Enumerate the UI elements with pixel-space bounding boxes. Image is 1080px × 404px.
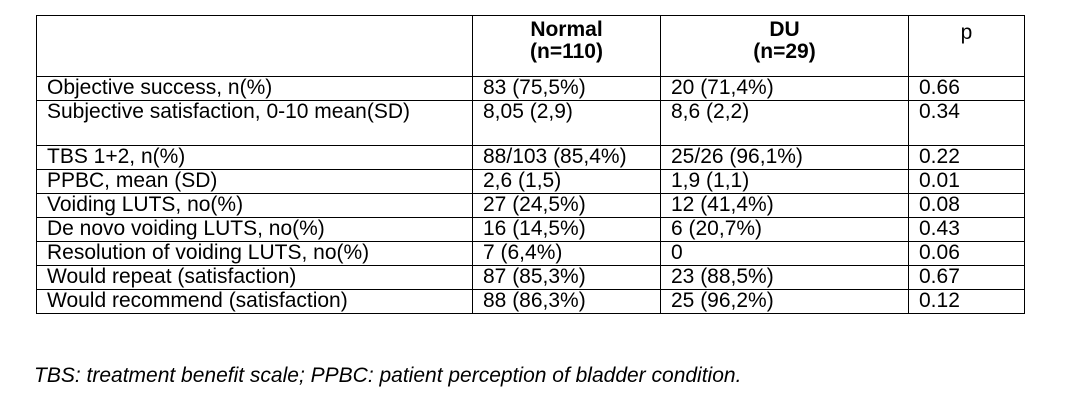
table-row: Voiding LUTS, no(%) 27 (24,5%) 12 (41,4%… [36,193,1025,218]
p-value: 0.06 [908,241,1025,266]
p-value: 0.22 [908,145,1025,170]
row-label: Resolution of voiding LUTS, no(%) [36,241,473,266]
table-row: TBS 1+2, n(%) 88/103 (85,4%) 25/26 (96,1… [36,145,1025,170]
p-value: 0.43 [908,217,1025,242]
du-value: 6 (20,7%) [660,217,909,242]
normal-value: 27 (24,5%) [472,193,661,218]
header-du-n: (n=29) [753,40,816,63]
du-value: 25 (96,2%) [660,289,909,314]
p-value: 0.67 [908,265,1025,290]
normal-value: 16 (14,5%) [472,217,661,242]
du-value: 0 [660,241,909,266]
du-value: 12 (41,4%) [660,193,909,218]
table-caption: TBS: treatment benefit scale; PPBC: pati… [34,364,742,387]
header-du: DU (n=29) [660,15,909,77]
p-value: 0.08 [908,193,1025,218]
du-value: 8,6 (2,2) [660,100,909,146]
row-label: Subjective satisfaction, 0-10 mean(SD) [36,100,473,146]
table-row: Resolution of voiding LUTS, no(%) 7 (6,4… [36,241,1025,266]
header-du-title: DU [769,18,800,41]
row-label: Would recommend (satisfaction) [36,289,473,314]
table-row: Objective success, n(%) 83 (75,5%) 20 (7… [36,76,1025,101]
normal-value: 88 (86,3%) [472,289,661,314]
normal-value: 7 (6,4%) [472,241,661,266]
p-value: 0.34 [908,100,1025,146]
header-label-cell [36,15,473,77]
header-normal-n: (n=110) [530,40,603,63]
table-row: De novo voiding LUTS, no(%) 16 (14,5%) 6… [36,217,1025,242]
p-value: 0.12 [908,289,1025,314]
row-label: TBS 1+2, n(%) [36,145,473,170]
row-label: Voiding LUTS, no(%) [36,193,473,218]
du-value: 23 (88,5%) [660,265,909,290]
row-label: PPBC, mean (SD) [36,169,473,194]
results-table: Normal (n=110) DU (n=29) p Objective suc… [36,15,1025,314]
header-normal-title: Normal [530,18,603,41]
p-value: 0.01 [908,169,1025,194]
header-row: Normal (n=110) DU (n=29) p [36,15,1025,77]
row-label: Objective success, n(%) [36,76,473,101]
normal-value: 8,05 (2,9) [472,100,661,146]
table-row: PPBC, mean (SD) 2,6 (1,5) 1,9 (1,1) 0.01 [36,169,1025,194]
header-normal: Normal (n=110) [472,15,661,77]
row-label: De novo voiding LUTS, no(%) [36,217,473,242]
p-value: 0.66 [908,76,1025,101]
du-value: 25/26 (96,1%) [660,145,909,170]
normal-value: 83 (75,5%) [472,76,661,101]
table-row: Subjective satisfaction, 0-10 mean(SD) 8… [36,100,1025,146]
du-value: 1,9 (1,1) [660,169,909,194]
table-row: Would repeat (satisfaction) 87 (85,3%) 2… [36,265,1025,290]
normal-value: 2,6 (1,5) [472,169,661,194]
header-p: p [908,15,1025,77]
normal-value: 87 (85,3%) [472,265,661,290]
du-value: 20 (71,4%) [660,76,909,101]
normal-value: 88/103 (85,4%) [472,145,661,170]
table-row: Would recommend (satisfaction) 88 (86,3%… [36,289,1025,314]
row-label: Would repeat (satisfaction) [36,265,473,290]
